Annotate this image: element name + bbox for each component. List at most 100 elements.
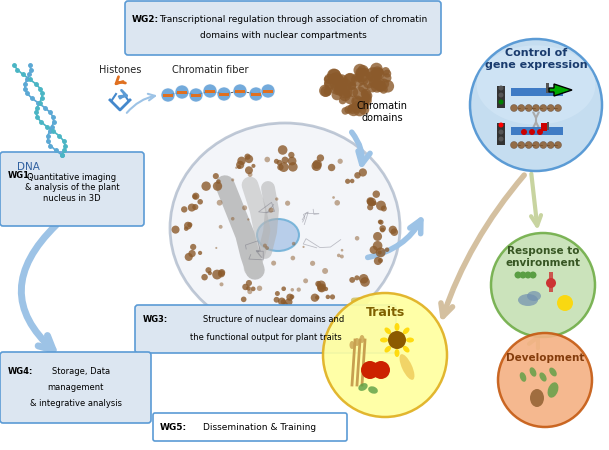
Text: Dissemination & Training: Dissemination & Training (203, 423, 317, 432)
Ellipse shape (540, 373, 547, 382)
FancyBboxPatch shape (135, 305, 396, 353)
Circle shape (557, 295, 573, 311)
Text: management: management (48, 383, 104, 392)
Circle shape (285, 298, 292, 306)
Circle shape (342, 84, 350, 92)
Circle shape (161, 88, 175, 102)
Circle shape (363, 91, 372, 100)
Circle shape (353, 86, 366, 100)
Text: Control of
gene expression: Control of gene expression (485, 48, 587, 70)
Circle shape (546, 278, 556, 288)
Circle shape (362, 96, 371, 106)
Circle shape (369, 76, 381, 88)
Circle shape (203, 84, 217, 98)
Circle shape (286, 293, 294, 301)
Ellipse shape (530, 389, 544, 407)
Circle shape (185, 253, 193, 261)
Circle shape (271, 261, 276, 265)
Circle shape (339, 78, 351, 91)
Ellipse shape (354, 338, 359, 346)
Circle shape (390, 229, 398, 236)
Circle shape (330, 294, 335, 300)
Circle shape (202, 274, 208, 280)
Bar (497, 86, 505, 108)
Text: Quantitative imaging
& analysis of the plant
nucleus in 3D: Quantitative imaging & analysis of the p… (25, 173, 119, 203)
Circle shape (339, 85, 353, 99)
Circle shape (374, 81, 385, 92)
Text: Chromatin
domains: Chromatin domains (356, 101, 407, 123)
Circle shape (218, 270, 225, 277)
Circle shape (371, 80, 383, 93)
Circle shape (340, 255, 344, 258)
Circle shape (217, 200, 222, 206)
Circle shape (367, 197, 374, 204)
Circle shape (532, 141, 540, 149)
Circle shape (366, 72, 373, 80)
Circle shape (339, 97, 347, 104)
Circle shape (388, 331, 406, 349)
Circle shape (547, 141, 554, 149)
Circle shape (351, 95, 363, 107)
Circle shape (248, 172, 253, 177)
Circle shape (344, 73, 356, 85)
Circle shape (329, 72, 343, 86)
Circle shape (181, 206, 188, 212)
Circle shape (370, 63, 382, 75)
Circle shape (184, 226, 188, 231)
Circle shape (244, 153, 251, 160)
Circle shape (279, 162, 289, 172)
Bar (497, 123, 505, 145)
Circle shape (246, 286, 251, 291)
Circle shape (343, 91, 350, 98)
Circle shape (343, 89, 350, 96)
Circle shape (246, 280, 252, 286)
Text: Transcriptional regulation through association of chromatin: Transcriptional regulation through assoc… (159, 15, 427, 24)
Circle shape (381, 206, 387, 212)
Circle shape (237, 165, 241, 169)
Circle shape (367, 71, 379, 83)
Circle shape (376, 68, 384, 76)
Circle shape (361, 68, 370, 76)
Text: DNA: DNA (16, 162, 40, 172)
Circle shape (327, 68, 341, 82)
Circle shape (349, 104, 356, 112)
Circle shape (310, 261, 315, 266)
Circle shape (198, 251, 202, 255)
Bar (235, 90, 245, 93)
Circle shape (192, 193, 199, 200)
Circle shape (334, 75, 345, 86)
Ellipse shape (403, 346, 409, 352)
Text: WG4:: WG4: (8, 367, 33, 376)
Circle shape (264, 157, 270, 162)
Text: WG5:: WG5: (160, 423, 187, 432)
Circle shape (213, 173, 219, 179)
Circle shape (334, 81, 347, 94)
Circle shape (361, 90, 368, 98)
Bar (191, 94, 201, 97)
Circle shape (381, 67, 390, 76)
Circle shape (354, 172, 361, 179)
FancyBboxPatch shape (0, 152, 144, 226)
Circle shape (324, 79, 335, 90)
Ellipse shape (257, 219, 299, 251)
Circle shape (324, 79, 332, 87)
Circle shape (353, 103, 366, 117)
Circle shape (218, 269, 225, 276)
Text: Structure of nuclear domains and: Structure of nuclear domains and (203, 315, 344, 324)
Circle shape (381, 80, 394, 93)
Circle shape (233, 84, 247, 98)
FancyBboxPatch shape (153, 413, 347, 441)
Circle shape (269, 207, 273, 213)
Circle shape (275, 198, 278, 201)
Circle shape (347, 103, 360, 116)
Circle shape (328, 69, 341, 82)
Circle shape (499, 122, 504, 127)
Text: domains with nuclear compartments: domains with nuclear compartments (200, 32, 367, 40)
Circle shape (519, 271, 527, 279)
Bar (205, 90, 215, 93)
Circle shape (215, 247, 217, 249)
Circle shape (350, 179, 354, 183)
Circle shape (278, 145, 287, 155)
Circle shape (242, 284, 248, 290)
Circle shape (351, 73, 365, 87)
